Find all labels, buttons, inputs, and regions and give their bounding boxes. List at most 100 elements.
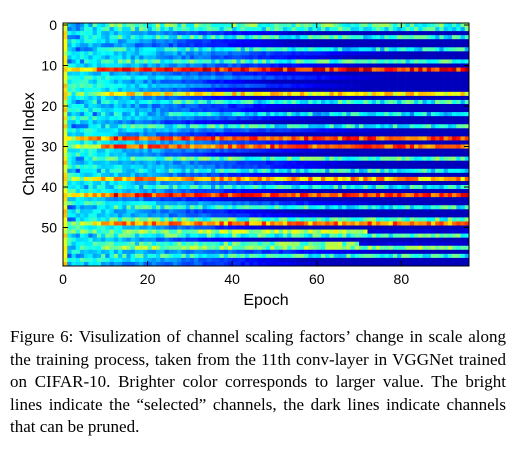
heatmap-cell — [346, 152, 351, 157]
heatmap-cell — [232, 132, 237, 137]
heatmap-cell — [418, 35, 423, 40]
heatmap-cell — [388, 87, 394, 93]
heatmap-cell — [75, 124, 81, 129]
heatmap-cell — [359, 124, 364, 129]
heatmap-cell — [274, 197, 279, 202]
heatmap-cell — [359, 205, 364, 210]
heatmap-cell — [380, 83, 385, 89]
heatmap-cell — [278, 217, 284, 222]
heatmap-cell — [253, 148, 258, 153]
heatmap-cell — [409, 144, 415, 149]
heatmap-cell — [308, 104, 313, 109]
heatmap-cell — [117, 79, 123, 85]
heatmap-cell — [134, 35, 140, 40]
heatmap-cell — [232, 197, 237, 202]
heatmap-cell — [354, 112, 360, 117]
heatmap-cell — [337, 108, 343, 113]
heatmap-cell — [75, 144, 81, 149]
heatmap-cell — [359, 225, 364, 230]
heatmap-cell — [143, 120, 148, 125]
heatmap-cell — [320, 128, 326, 133]
heatmap-cell — [130, 164, 136, 170]
heatmap-cell — [160, 95, 165, 101]
heatmap-cell — [278, 156, 284, 161]
heatmap-cell — [439, 160, 444, 166]
heatmap-cell — [244, 104, 250, 109]
heatmap-cell — [380, 176, 385, 182]
heatmap-cell — [202, 152, 208, 157]
heatmap-cell — [215, 201, 220, 206]
heatmap-cell — [227, 189, 233, 194]
heatmap-cell — [333, 104, 339, 109]
heatmap-cell — [418, 87, 423, 93]
heatmap-cell — [401, 79, 406, 85]
heatmap-cell — [443, 75, 449, 80]
heatmap-cell — [139, 71, 144, 76]
heatmap-cell — [304, 120, 309, 125]
heatmap-cell — [147, 39, 153, 44]
heatmap-cell — [168, 67, 174, 72]
heatmap-cell — [223, 108, 229, 113]
heatmap-cell — [447, 47, 453, 52]
heatmap-cell — [388, 217, 394, 222]
heatmap-cell — [388, 156, 394, 161]
heatmap-cell — [257, 39, 263, 44]
heatmap-cell — [409, 136, 415, 141]
heatmap-cell — [397, 193, 402, 198]
heatmap-cell — [156, 148, 161, 153]
heatmap-cell — [371, 164, 377, 170]
heatmap-cell — [316, 185, 322, 190]
heatmap-cell — [320, 112, 326, 117]
heatmap-cell — [168, 213, 174, 218]
heatmap-cell — [274, 124, 279, 129]
heatmap-cell — [278, 189, 284, 194]
heatmap-cell — [160, 201, 165, 206]
heatmap-cell — [168, 116, 174, 121]
heatmap-cell — [320, 43, 326, 48]
heatmap-cell — [105, 59, 110, 64]
heatmap-cell — [189, 132, 195, 137]
heatmap-cell — [160, 59, 165, 64]
heatmap-cell — [397, 144, 402, 149]
heatmap-cell — [375, 99, 381, 105]
heatmap-cell — [426, 213, 432, 218]
heatmap-cell — [253, 116, 258, 121]
heatmap-cell — [304, 128, 309, 133]
heatmap-cell — [101, 67, 106, 72]
heatmap-cell — [253, 160, 258, 166]
heatmap-cell — [401, 120, 406, 125]
heatmap-cell — [282, 132, 288, 137]
heatmap-cell — [274, 160, 279, 166]
heatmap-cell — [223, 51, 229, 56]
heatmap-cell — [206, 83, 212, 89]
heatmap-cell — [443, 140, 449, 145]
heatmap-cell — [308, 213, 313, 218]
heatmap-cell — [460, 205, 466, 210]
heatmap-cell — [435, 67, 440, 72]
heatmap-cell — [304, 144, 309, 149]
heatmap-cell — [189, 79, 195, 85]
heatmap-cell — [189, 185, 195, 190]
heatmap-cell — [109, 205, 115, 210]
heatmap-cell — [333, 99, 339, 105]
heatmap-cell — [249, 83, 254, 89]
heatmap-cell — [342, 201, 347, 206]
heatmap-cell — [287, 189, 292, 194]
heatmap-cell — [354, 43, 360, 48]
heatmap-cell — [316, 75, 322, 80]
heatmap-cell — [151, 67, 157, 72]
heatmap-cell — [232, 63, 237, 68]
heatmap-cell — [211, 197, 216, 202]
heatmap-cell — [101, 132, 106, 137]
heatmap-cell — [211, 83, 216, 89]
heatmap-cell — [375, 144, 381, 149]
heatmap-cell — [266, 221, 271, 226]
heatmap-cell — [172, 193, 178, 198]
heatmap-cell — [392, 132, 398, 137]
heatmap-cell — [71, 35, 76, 40]
heatmap-cell — [312, 172, 318, 178]
heatmap-cell — [126, 108, 131, 113]
heatmap-cell — [168, 75, 174, 80]
heatmap-cell — [447, 164, 453, 170]
heatmap-cell — [388, 229, 394, 234]
